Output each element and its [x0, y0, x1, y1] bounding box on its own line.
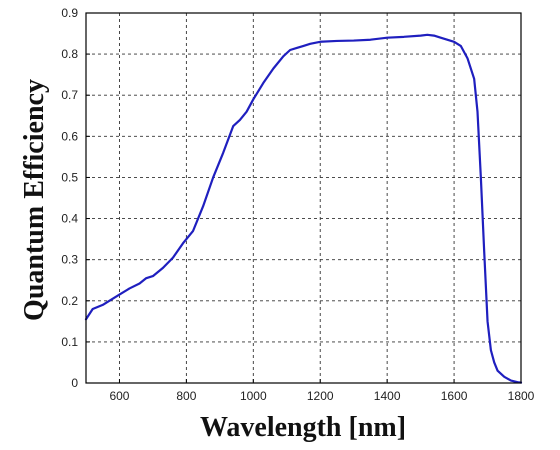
x-tick-label: 600 — [109, 389, 129, 403]
grid-lines — [86, 13, 521, 383]
y-tick-label: 0.8 — [61, 47, 78, 61]
y-tick-label: 0.5 — [61, 170, 78, 184]
plot-background — [86, 13, 521, 383]
series-layer — [84, 33, 523, 384]
x-axis-title: Wavelength [nm] — [200, 412, 406, 443]
y-tick-labels: 0 0.1 0.2 0.3 0.4 0.5 0.6 0.7 0.8 0.9 — [61, 6, 78, 390]
y-tick-label: 0.2 — [61, 294, 78, 308]
y-tick-label: 0 — [71, 376, 78, 390]
y-tick-label: 0.7 — [61, 88, 78, 102]
plot-frame — [85, 12, 522, 384]
x-tick-labels: 600 800 1000 1200 1400 1600 1800 — [109, 389, 534, 403]
y-tick-label: 0.9 — [61, 6, 78, 20]
series-line — [84, 33, 523, 384]
x-tick-label: 1600 — [441, 389, 468, 403]
y-tick-label: 0.6 — [61, 129, 78, 143]
y-tick-label: 0.4 — [61, 212, 78, 226]
x-tick-label: 1800 — [508, 389, 535, 403]
x-tick-label: 1400 — [374, 389, 401, 403]
x-tick-label: 800 — [176, 389, 196, 403]
x-tick-label: 1200 — [307, 389, 334, 403]
y-tick-label: 0.3 — [61, 253, 78, 267]
x-tick-label: 1000 — [240, 389, 267, 403]
tick-marks — [86, 12, 522, 384]
y-tick-label: 0.1 — [61, 335, 78, 349]
y-axis-title: Quantum Efficiency — [19, 79, 50, 321]
